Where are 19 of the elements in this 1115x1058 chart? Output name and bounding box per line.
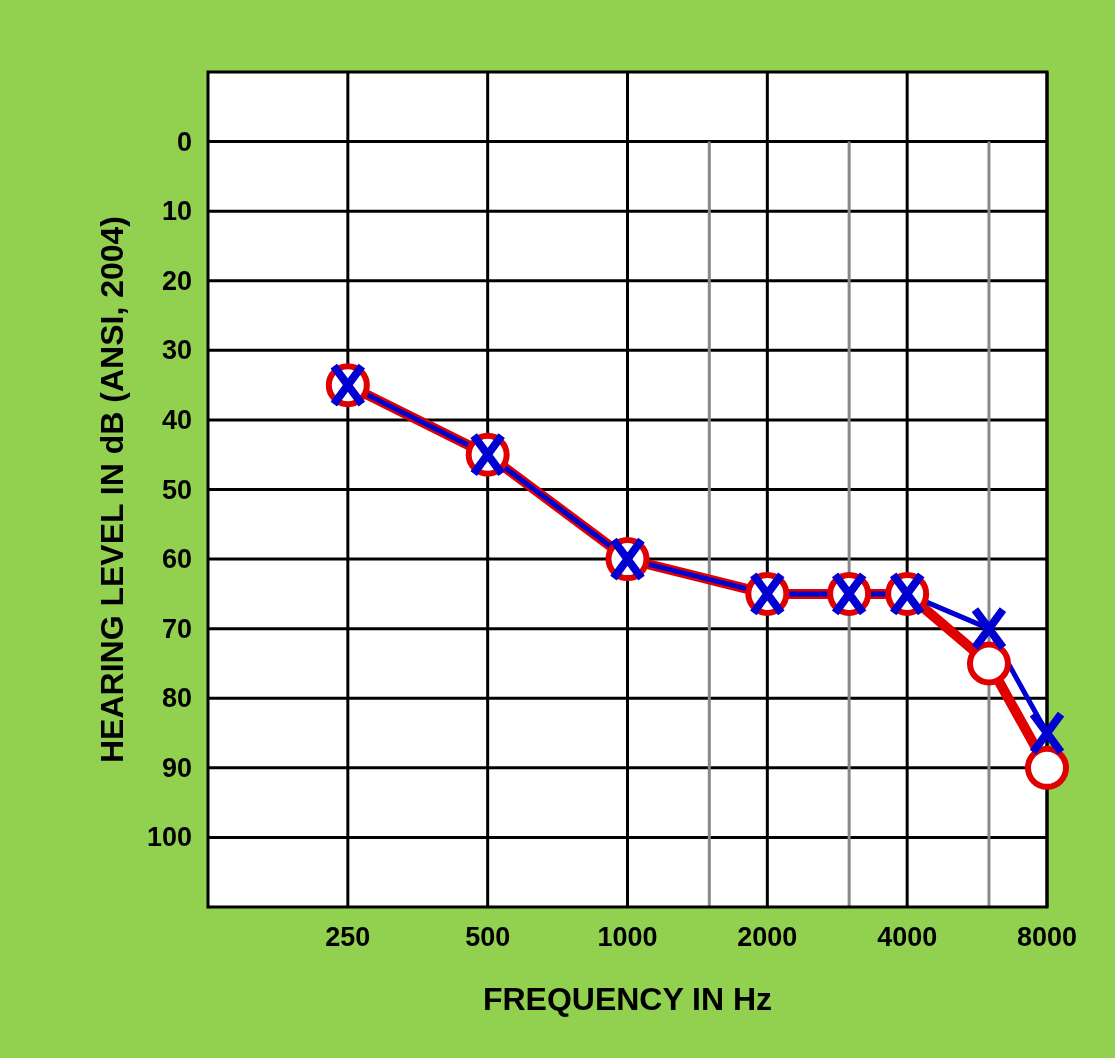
x-axis-title: FREQUENCY IN Hz — [482, 981, 773, 1017]
y-tick-label: 70 — [161, 613, 192, 644]
y-tick-label: 0 — [176, 126, 192, 157]
y-tick-label: 60 — [161, 544, 192, 575]
y-tick-label: 100 — [146, 822, 192, 853]
y-tick-label: 10 — [161, 196, 192, 227]
y-tick-label: 40 — [161, 404, 192, 435]
x-tick-label: 1000 — [597, 922, 658, 952]
y-tick-label: 30 — [161, 335, 192, 366]
y-tick-label: 90 — [161, 752, 192, 783]
x-tick-label: 4000 — [877, 922, 938, 952]
y-tick-label: 80 — [161, 683, 192, 714]
x-tick-label: 8000 — [1016, 922, 1078, 952]
y-axis-title: HEARING LEVEL IN dB (ANSI, 2004) — [94, 215, 130, 764]
y-tick-label: 50 — [161, 474, 192, 505]
x-tick-label: 500 — [465, 922, 511, 952]
x-tick-label: 2000 — [737, 922, 798, 952]
x-tick-label: 250 — [325, 922, 371, 952]
y-tick-label: 20 — [161, 265, 192, 296]
